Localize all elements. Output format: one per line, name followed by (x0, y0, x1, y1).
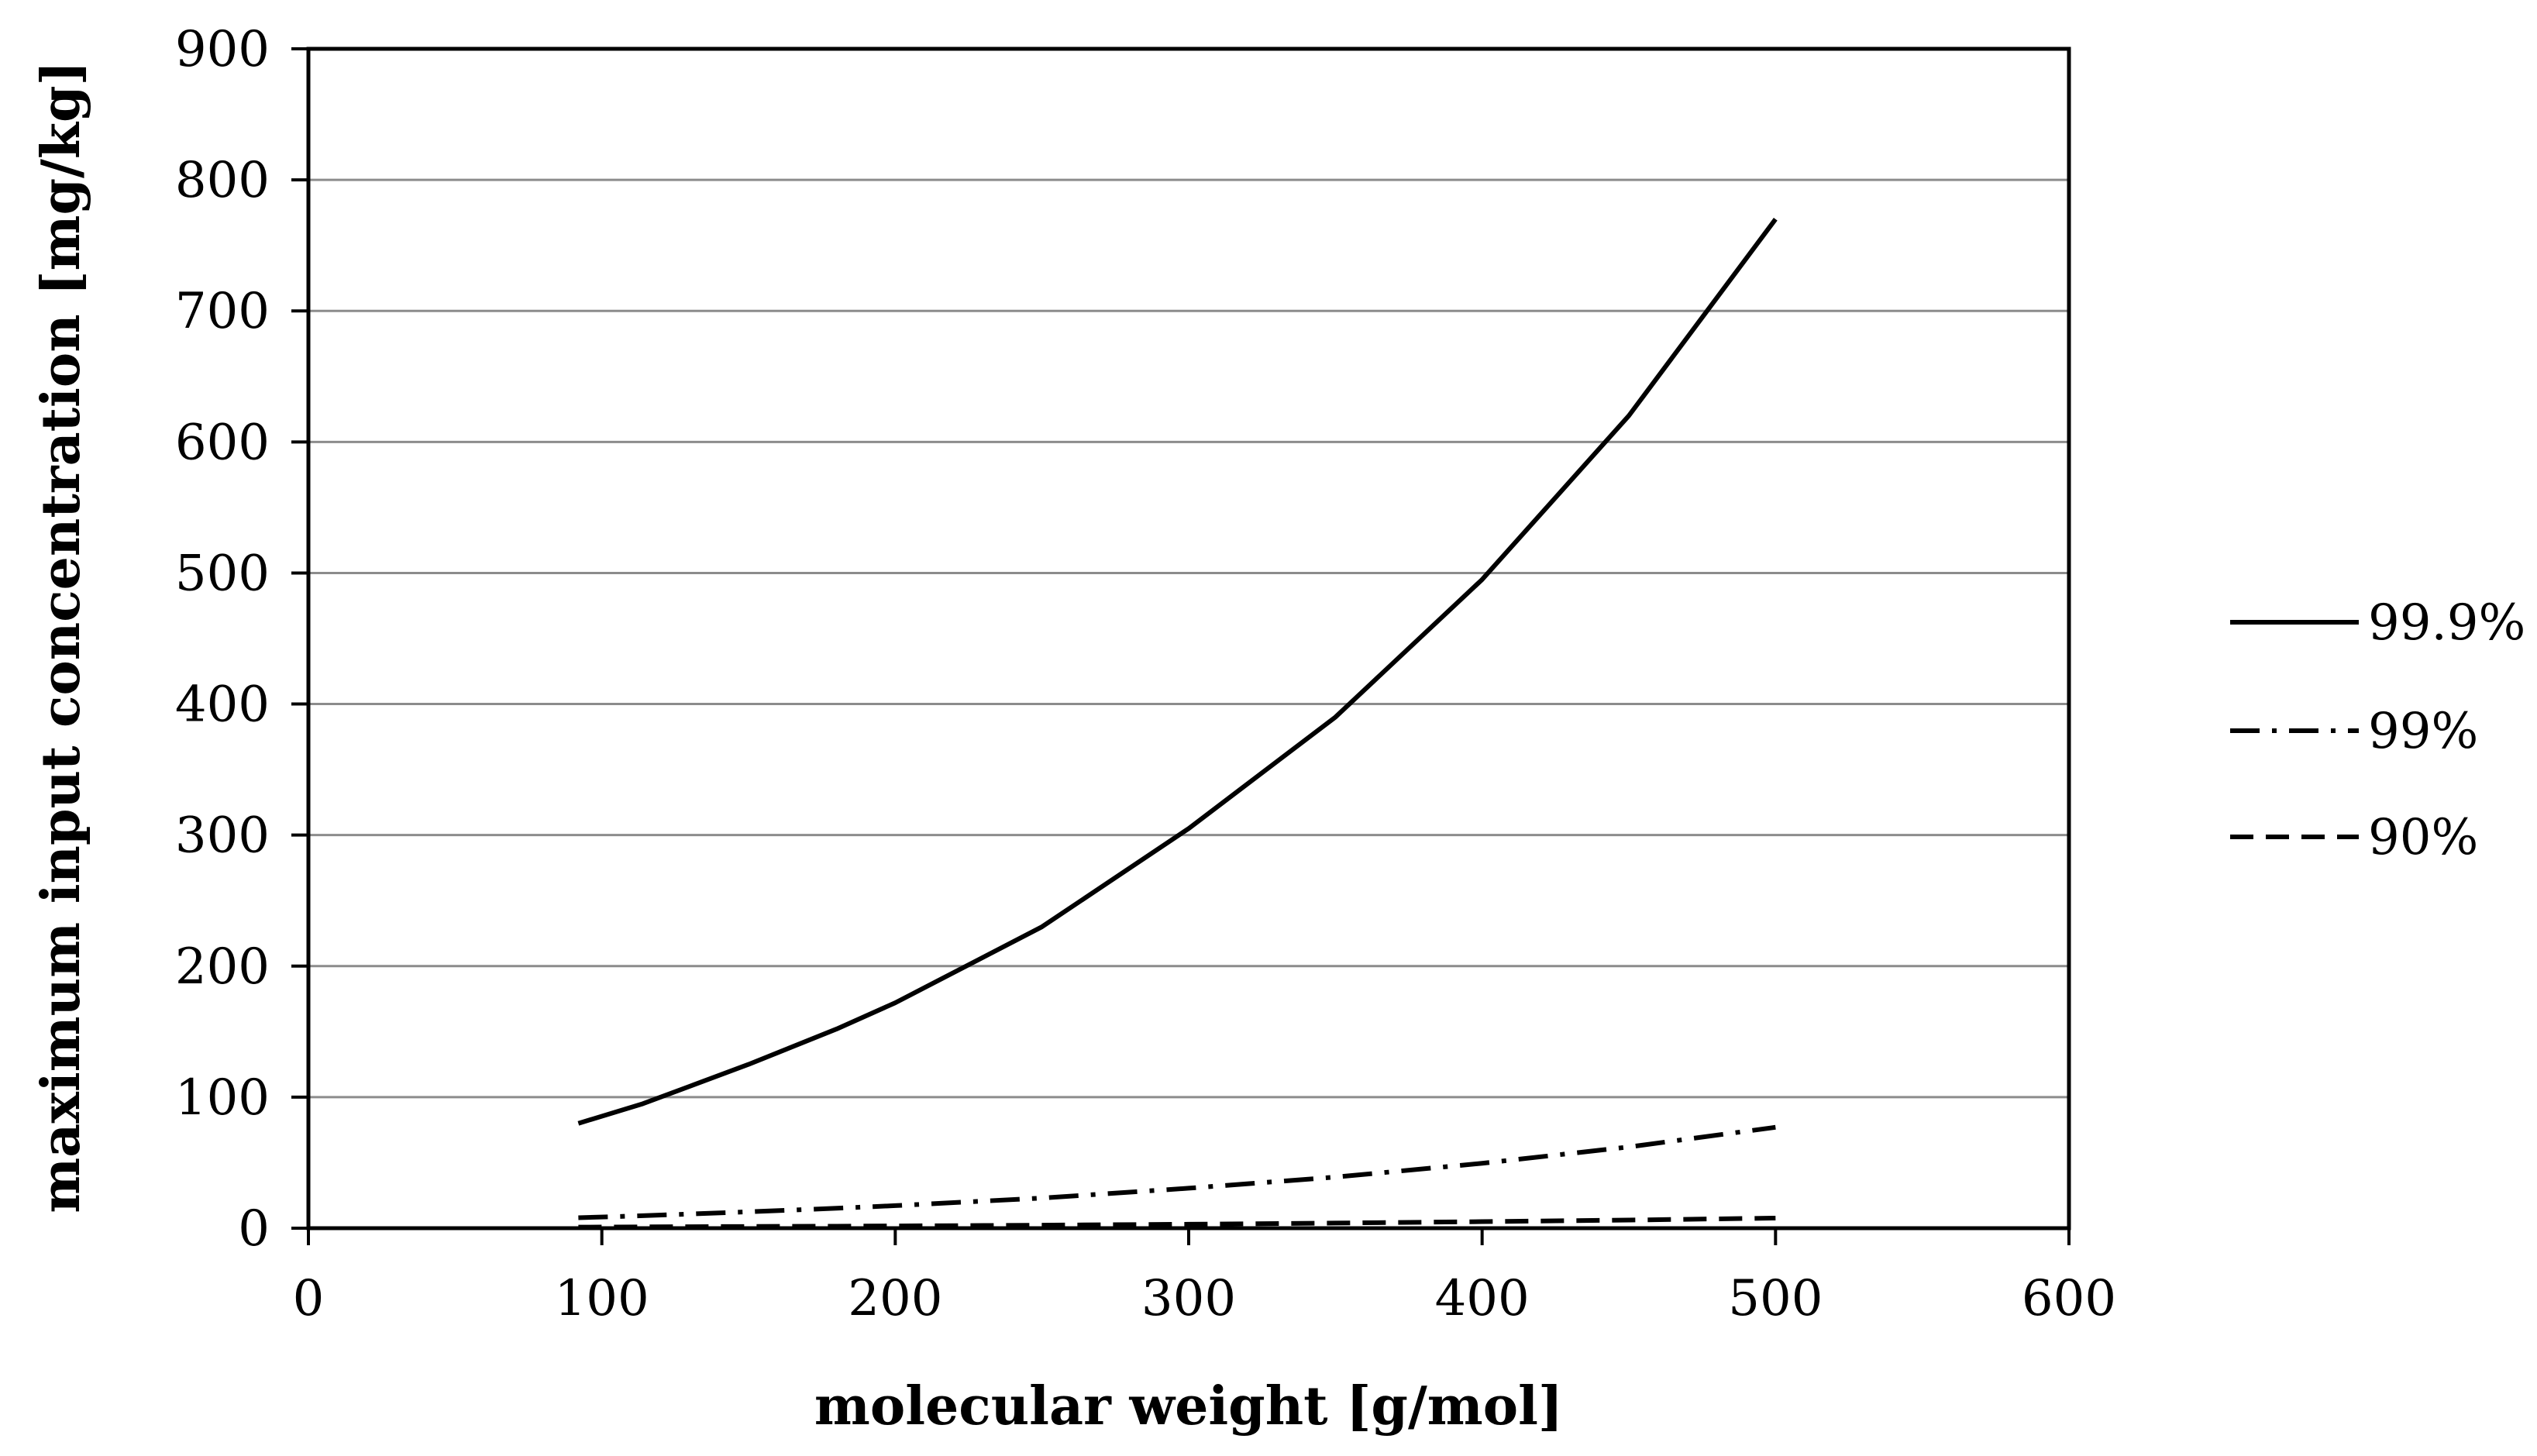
y-axis-title: maximum input concentration [mg/kg] (30, 60, 92, 1213)
y-tick-label: 700 (175, 283, 270, 340)
x-tick-label: 300 (1141, 1270, 1236, 1327)
legend-label-0: 99.9% (2368, 594, 2525, 652)
x-axis-title: molecular weight [g/mol] (814, 1375, 1563, 1437)
series-line-1 (578, 1124, 1776, 1220)
x-tick-label: 500 (1728, 1270, 1823, 1327)
y-tick-label: 0 (238, 1200, 270, 1258)
legend-label-1: 99% (2368, 703, 2478, 760)
series-line-2 (578, 1215, 1776, 1230)
series-lines (577, 218, 1778, 1230)
y-tick-label: 500 (175, 545, 270, 602)
gridlines (308, 178, 2069, 1099)
y-tick-label: 600 (175, 414, 270, 471)
x-tick-label: 200 (848, 1270, 942, 1327)
legend: 99.9% 99% 90% (2230, 594, 2525, 866)
x-tick-label: 100 (555, 1270, 649, 1327)
series-line-0 (577, 218, 1778, 1126)
plot-area (306, 46, 2071, 1231)
x-tick-label: 600 (2022, 1270, 2116, 1327)
y-tick-label: 800 (175, 152, 270, 209)
x-tick-label: 0 (293, 1270, 325, 1327)
y-tick-label: 900 (175, 21, 270, 78)
axis-ticks: 0 100 200 300 400 500 600 700 800 900 0 100 200 300 40… (175, 21, 2116, 1327)
legend-label-2: 90% (2368, 809, 2478, 866)
y-tick-label: 300 (175, 807, 270, 865)
y-tick-label: 200 (175, 938, 270, 996)
y-tick-label: 400 (175, 676, 270, 734)
x-tick-label: 400 (1435, 1270, 1530, 1327)
y-tick-label: 100 (175, 1069, 270, 1127)
